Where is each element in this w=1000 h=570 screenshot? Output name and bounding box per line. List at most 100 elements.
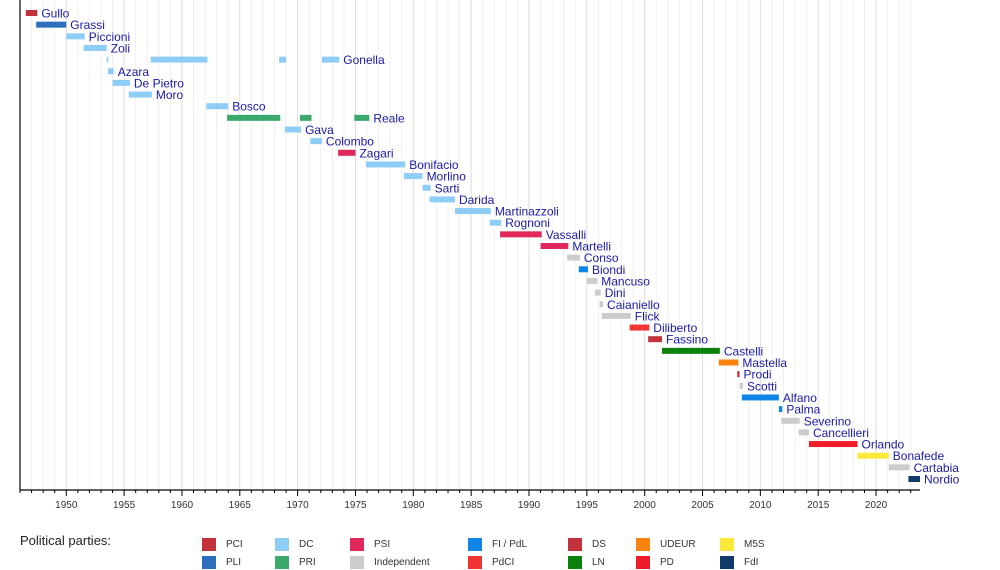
legend-swatch xyxy=(350,555,364,569)
legend-item: FdI xyxy=(720,555,758,569)
minister-label: De Pietro xyxy=(134,76,184,90)
minister-label: Gava xyxy=(305,123,334,137)
term-bar xyxy=(83,44,107,51)
minister-label: Sarti xyxy=(435,181,460,195)
term-bar xyxy=(586,277,598,284)
legend-label: FdI xyxy=(744,556,759,568)
term-bar xyxy=(739,382,744,389)
legend-item: FI / PdL xyxy=(468,537,527,551)
minister-label: Cancellieri xyxy=(813,426,869,440)
legend-swatch xyxy=(468,555,482,569)
minister-label: Morlino xyxy=(427,170,467,184)
term-bar xyxy=(798,429,809,436)
legend-swatch xyxy=(636,537,650,551)
legend-swatch xyxy=(720,555,734,569)
term-bar xyxy=(778,406,783,413)
legend-swatch xyxy=(275,555,289,569)
legend-swatch xyxy=(202,555,216,569)
term-bar xyxy=(567,254,580,261)
minister-label: Grassi xyxy=(70,18,105,32)
legend-label: PSI xyxy=(374,538,391,550)
legend-item: M5S xyxy=(720,537,765,551)
term-bar xyxy=(599,301,604,308)
term-bar xyxy=(718,359,739,366)
legend-item: LN xyxy=(568,555,605,569)
term-bar xyxy=(112,79,130,86)
legend-item: PSI xyxy=(350,537,390,551)
term-bar xyxy=(578,266,588,273)
x-tick-label: 1975 xyxy=(344,500,367,511)
term-bar xyxy=(365,161,406,168)
term-bar xyxy=(299,114,312,121)
legend-label: FI / PdL xyxy=(492,538,528,550)
x-tick-label: 1995 xyxy=(576,500,599,511)
legend-label: PCI xyxy=(226,538,243,550)
x-tick-label: 2015 xyxy=(807,500,830,511)
legend-label: DS xyxy=(592,538,606,550)
term-bar xyxy=(857,452,889,459)
minister-label: Dini xyxy=(605,286,626,300)
term-bar xyxy=(284,126,302,133)
minister-label: Palma xyxy=(786,403,820,417)
term-bar xyxy=(279,56,287,63)
legend-swatch xyxy=(568,537,582,551)
minister-label: Martinazzoli xyxy=(495,205,559,219)
term-bar xyxy=(908,476,920,482)
minister-label: Mastella xyxy=(742,356,787,370)
legend-item: UDEUR xyxy=(636,537,696,551)
term-bar xyxy=(540,243,569,249)
term-bar xyxy=(489,219,502,226)
minister-label: Flick xyxy=(635,309,661,323)
x-tick-label: 1965 xyxy=(229,500,252,511)
x-tick-label: 1980 xyxy=(402,500,425,511)
minister-label: Gonella xyxy=(343,53,385,67)
term-bar xyxy=(150,56,208,63)
term-bar xyxy=(354,114,370,121)
minister-label: Caianiello xyxy=(607,298,660,312)
term-bar xyxy=(454,208,491,215)
term-bar xyxy=(429,196,455,203)
term-bar xyxy=(741,394,779,401)
term-bar xyxy=(808,441,858,448)
term-bar xyxy=(66,33,85,40)
term-bar xyxy=(227,114,281,121)
legend-label: DC xyxy=(299,538,314,550)
gridlines xyxy=(19,0,912,490)
minister-label: Cartabia xyxy=(914,461,960,475)
minister-label: Rognoni xyxy=(505,216,550,230)
legend-item: DC xyxy=(275,537,313,551)
term-bar xyxy=(737,371,740,378)
minister-label: Reale xyxy=(373,111,405,125)
minister-label: Martelli xyxy=(572,240,611,254)
legend-swatch xyxy=(568,555,582,569)
x-tick-label: 1950 xyxy=(55,500,78,511)
x-tick-label: 2020 xyxy=(865,500,888,511)
minister-label: Alfano xyxy=(783,391,817,405)
legend-item: PD xyxy=(636,555,674,569)
minister-label: Piccioni xyxy=(89,30,130,44)
minister-label: Diliberto xyxy=(653,321,697,335)
legend-label: M5S xyxy=(744,538,765,550)
legend-swatch xyxy=(636,555,650,569)
term-bar xyxy=(888,464,910,471)
legend-swatch xyxy=(202,537,216,551)
term-bar xyxy=(206,103,229,110)
legend-item: PdCI xyxy=(468,555,514,569)
legend-label: PD xyxy=(660,556,674,568)
term-bar xyxy=(601,312,631,319)
minister-label: Zagari xyxy=(359,146,393,160)
term-bar xyxy=(404,173,423,180)
minister-label: Conso xyxy=(584,251,619,265)
minister-label: Azara xyxy=(118,65,150,79)
x-tick-label: 2000 xyxy=(634,500,657,511)
legend-label: PRI xyxy=(299,556,316,568)
minister-label: Prodi xyxy=(744,368,772,382)
minister-label: Zoli xyxy=(111,41,130,55)
minister-label: Bonafede xyxy=(893,449,945,463)
x-tick-label: 2005 xyxy=(691,500,714,511)
minister-label: Mancuso xyxy=(601,274,650,288)
minister-label: Scotti xyxy=(747,379,777,393)
x-axis: 1950 1955 1960 1965 1970 1975 1980 1985 1990 1995… xyxy=(19,0,920,511)
